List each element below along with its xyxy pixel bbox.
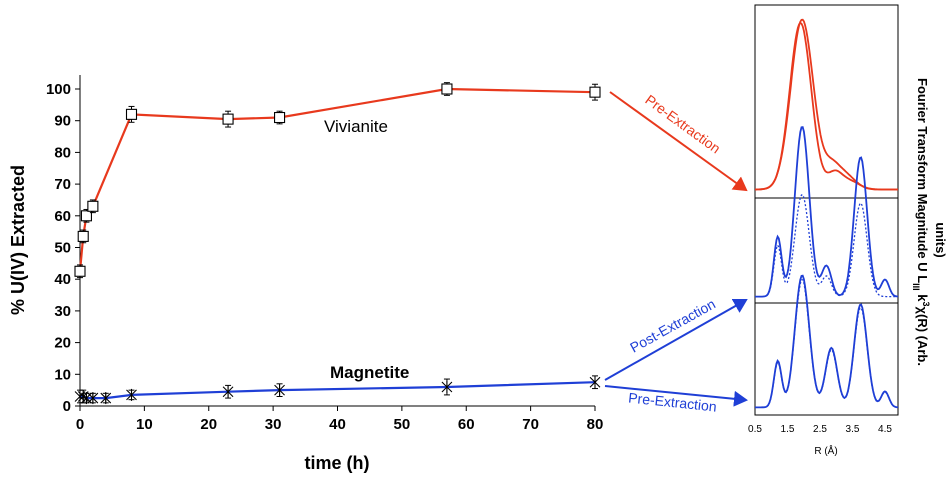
series-vivianite bbox=[74, 82, 601, 279]
data-point bbox=[126, 388, 137, 401]
series-label-magnetite: Magnetite bbox=[330, 363, 409, 382]
y-tick-label: 0 bbox=[63, 398, 71, 415]
data-point bbox=[125, 108, 138, 120]
ft-frame bbox=[754, 4, 899, 416]
x-tick-label: 10 bbox=[136, 416, 153, 433]
series-layer bbox=[74, 82, 601, 405]
ft-x-ticks: 0.5 1.5 2.5 3.5 4.5 bbox=[748, 424, 892, 435]
ft-x-tick-label: 3.5 bbox=[846, 424, 860, 435]
data-point bbox=[222, 385, 234, 398]
y-axis-title: % U(IV) Extracted bbox=[8, 165, 28, 315]
ft-curve-magnetite-pre-fit bbox=[755, 274, 899, 409]
x-axis-title: time (h) bbox=[305, 453, 370, 473]
annotation-magnetite-pre: Pre-Extraction bbox=[628, 389, 718, 414]
ft-curve-vivianite-pre-fit bbox=[755, 18, 898, 191]
data-point bbox=[74, 265, 86, 277]
y-tick-label: 70 bbox=[54, 176, 71, 193]
ft-x-axis-title: R (Å) bbox=[814, 444, 837, 457]
arrow-magnetite-pre bbox=[604, 385, 748, 407]
y-tick-label: 40 bbox=[54, 271, 71, 288]
data-point bbox=[441, 83, 453, 95]
series-line-magnetite bbox=[80, 381, 596, 400]
ft-x-tick-label: 2.5 bbox=[813, 424, 827, 435]
data-point bbox=[222, 113, 234, 125]
x-tick-label: 50 bbox=[394, 416, 411, 433]
x-tick-label: 20 bbox=[200, 416, 217, 433]
data-point bbox=[589, 376, 601, 389]
y-tick-label: 30 bbox=[54, 303, 71, 320]
data-point bbox=[87, 392, 99, 405]
y-tick-label: 100 bbox=[46, 81, 71, 98]
series-magnetite bbox=[74, 375, 601, 405]
y-tick-label: 90 bbox=[54, 113, 71, 130]
ft-x-tick-label: 4.5 bbox=[878, 424, 892, 435]
ft-y-axis-title: Fourier Transform Magnitude U LIII k3χ(R… bbox=[911, 78, 931, 366]
ft-magnitude-chart: 0.5 1.5 2.5 3.5 4.5 R (Å) Fourier Transform … bbox=[748, 4, 948, 457]
x-tick-label: 0 bbox=[76, 416, 84, 433]
y-tick-label: 50 bbox=[54, 240, 71, 257]
ft-curve-vivianite-pre-data bbox=[755, 21, 898, 191]
y-tick-label: 20 bbox=[54, 335, 71, 352]
x-tick-label: 60 bbox=[458, 416, 475, 433]
data-point bbox=[274, 111, 286, 124]
ft-curves bbox=[755, 18, 899, 409]
data-point bbox=[589, 86, 601, 98]
data-point bbox=[80, 210, 92, 222]
y-tick-label: 10 bbox=[54, 366, 71, 383]
data-point bbox=[441, 380, 453, 393]
x-tick-label: 30 bbox=[265, 416, 282, 433]
ft-curve-magnetite-post-fit bbox=[755, 126, 899, 298]
data-point bbox=[77, 230, 89, 242]
y-ticks: 0 10 20 30 40 50 60 70 80 90 100 bbox=[46, 81, 80, 415]
ft-curve-magnetite-pre-data bbox=[755, 279, 899, 409]
ft-x-tick-label: 1.5 bbox=[781, 424, 795, 435]
extraction-chart: 0 10 20 30 40 50 60 70 80 90 100 0 10 20 30 40 50 60 70 80… bbox=[8, 75, 603, 473]
series-label-vivianite: Vivianite bbox=[324, 117, 388, 136]
data-point bbox=[100, 392, 112, 405]
data-point bbox=[274, 384, 285, 397]
annotation-magnetite-post: Post-Extraction bbox=[627, 296, 718, 356]
arrow-magnetite-post bbox=[604, 298, 748, 381]
arrows: Pre-Extraction Post-Extraction Pre-Extra… bbox=[604, 91, 748, 415]
x-ticks: 0 10 20 30 40 50 60 70 80 bbox=[76, 406, 604, 433]
ft-curve-magnetite-post-data bbox=[755, 194, 898, 298]
x-tick-label: 40 bbox=[329, 416, 346, 433]
ft-y-axis-title-line2: units) bbox=[933, 222, 948, 257]
data-point bbox=[87, 200, 99, 212]
y-tick-label: 80 bbox=[54, 144, 71, 161]
y-tick-label: 60 bbox=[54, 208, 71, 225]
x-tick-label: 80 bbox=[587, 416, 604, 433]
ft-x-tick-label: 0.5 bbox=[748, 424, 762, 435]
x-tick-label: 70 bbox=[522, 416, 539, 433]
arrow-vivianite-pre bbox=[609, 91, 748, 192]
